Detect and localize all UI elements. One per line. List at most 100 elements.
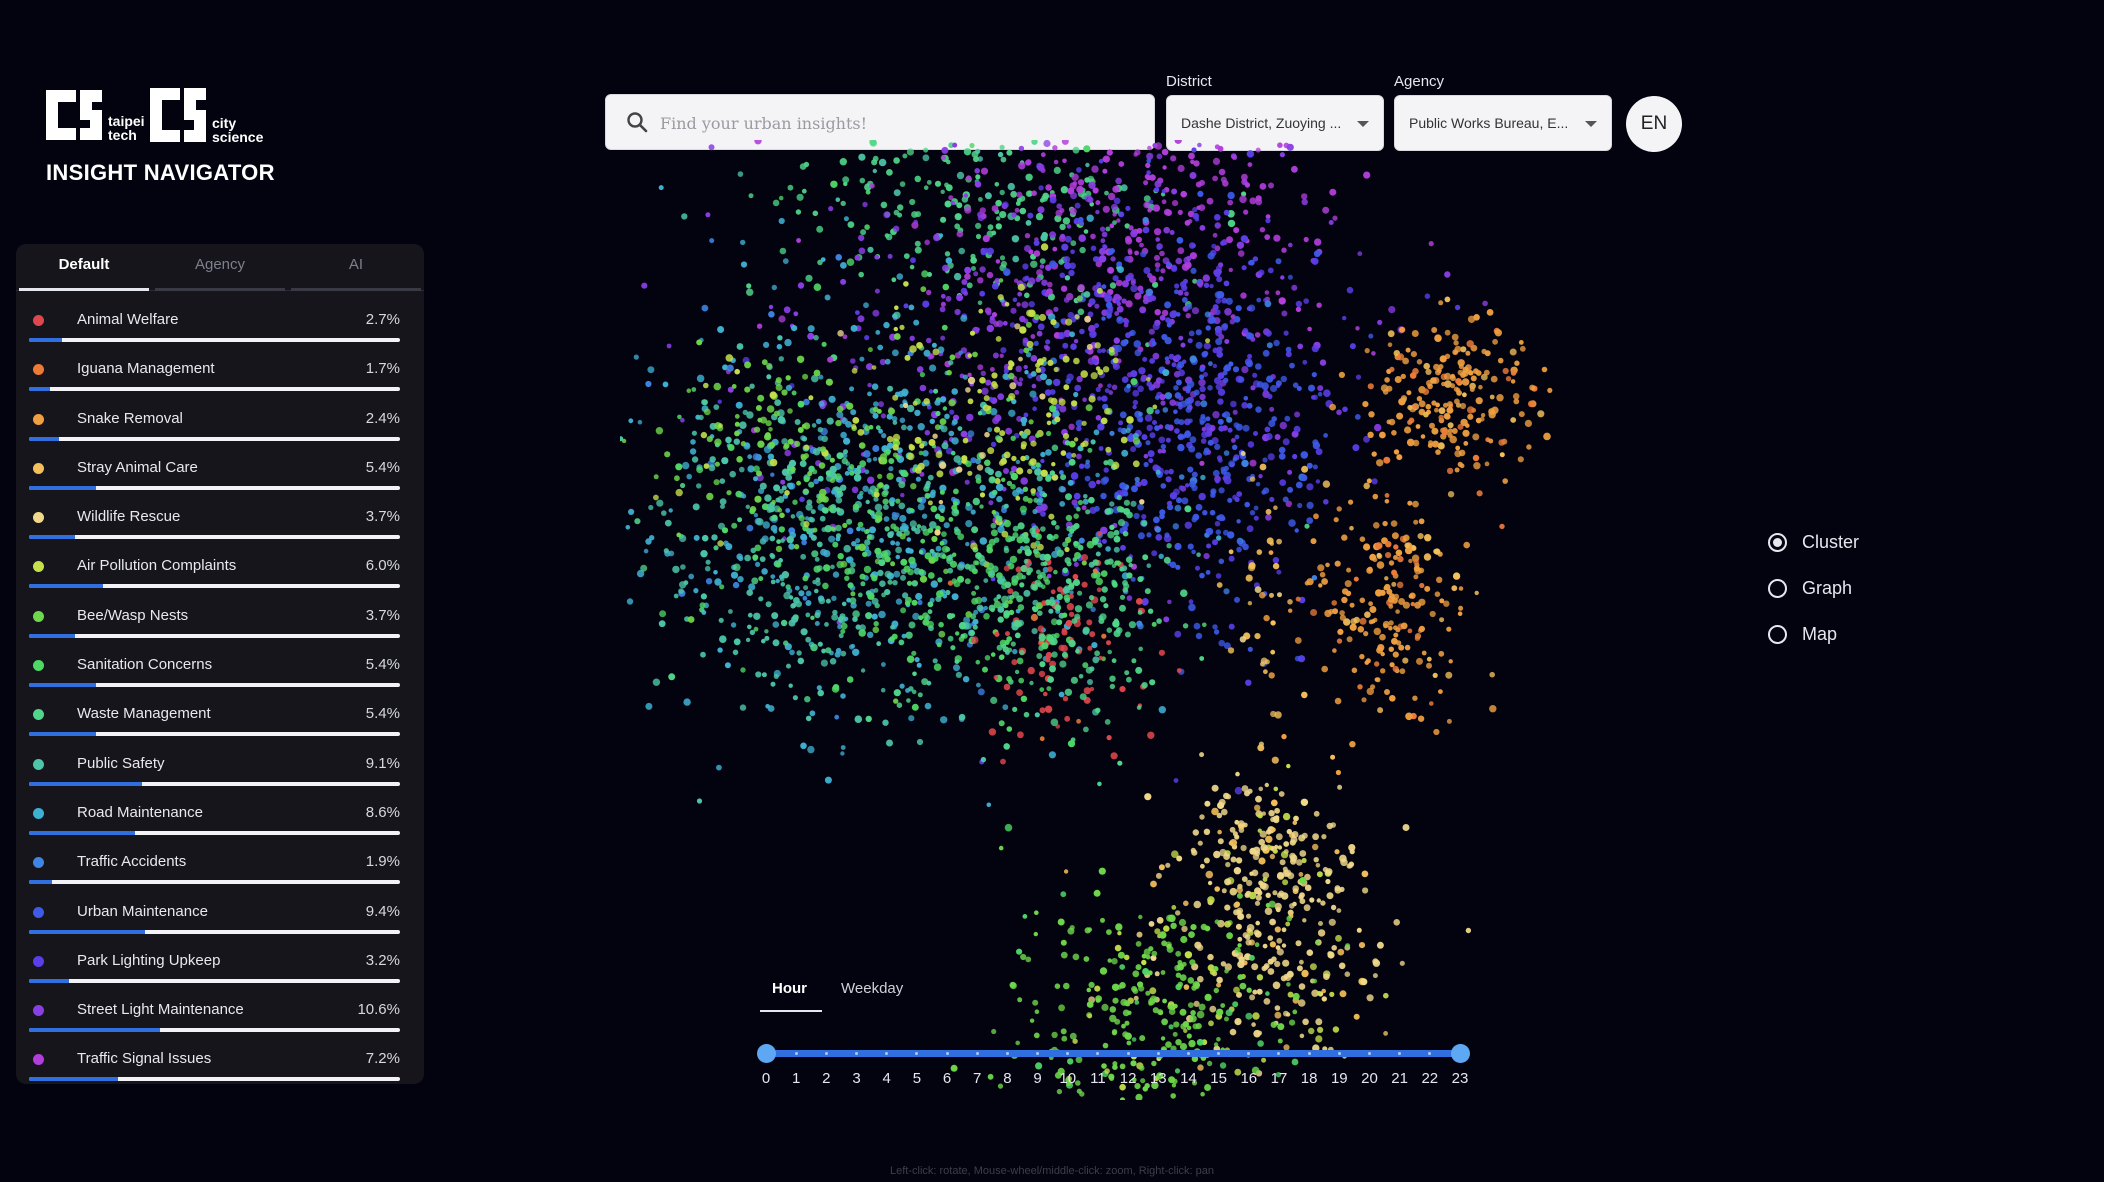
search-box[interactable] <box>605 94 1155 150</box>
cluster-point <box>1499 452 1505 458</box>
category-item[interactable]: Bee/Wasp Nests 3.7% <box>16 596 424 645</box>
cluster-point <box>987 427 993 433</box>
slider-track[interactable] <box>766 1050 1460 1057</box>
cluster-point <box>1007 182 1015 191</box>
category-item[interactable]: Animal Welfare 2.7% <box>16 300 424 349</box>
cluster-point <box>1220 1003 1226 1008</box>
category-item[interactable]: Sanitation Concerns 5.4% <box>16 645 424 694</box>
tab-weekday[interactable]: Weekday <box>841 980 904 997</box>
cluster-point <box>1274 844 1279 850</box>
cluster-point <box>732 581 740 589</box>
cluster-point <box>998 460 1005 466</box>
cluster-point <box>1410 351 1417 358</box>
agency-dropdown[interactable]: Public Works Bureau, E... <box>1394 95 1612 151</box>
cluster-point <box>1227 199 1234 206</box>
cluster-point <box>893 311 901 319</box>
district-dropdown[interactable]: Dashe District, Zuoying ... <box>1166 95 1384 151</box>
slider-start-thumb[interactable] <box>756 1044 776 1063</box>
cluster-point <box>1423 411 1429 418</box>
search-input[interactable] <box>658 107 1132 139</box>
radio-cluster[interactable] <box>1768 533 1787 552</box>
tab-hour[interactable]: Hour <box>772 980 807 997</box>
cluster-point <box>1035 540 1041 546</box>
hour-range-slider[interactable]: 0 1 2 3 4 5 6 7 8 9 10 11 12 13 14 15 16 17 18 19 20 21 22 23 <box>756 1042 1470 1087</box>
cluster-point <box>917 599 923 606</box>
cluster-point <box>1112 220 1117 225</box>
cluster-point <box>1016 689 1023 696</box>
category-item[interactable]: Urban Maintenance 9.4% <box>16 892 424 941</box>
cluster-point <box>1097 531 1103 537</box>
category-item[interactable]: Street Light Maintenance 10.6% <box>16 990 424 1039</box>
cluster-point <box>796 480 801 486</box>
cluster-point <box>1236 519 1241 524</box>
tab-default[interactable]: Default <box>58 256 110 273</box>
cluster-point <box>1109 248 1115 254</box>
cluster-point <box>880 201 888 209</box>
category-item[interactable]: Traffic Accidents 1.9% <box>16 842 424 891</box>
cluster-point <box>1262 872 1270 879</box>
cluster-point <box>1240 292 1247 299</box>
category-percentage: 5.4% <box>365 705 400 723</box>
cluster-point <box>1371 451 1377 457</box>
cluster-point <box>1287 991 1294 998</box>
view-label-graph: Graph <box>1802 578 1853 598</box>
radio-map[interactable] <box>1768 625 1787 644</box>
category-item[interactable]: Snake Removal 2.4% <box>16 399 424 448</box>
cluster-point <box>1146 158 1152 164</box>
category-item[interactable]: Iguana Management 1.7% <box>16 349 424 398</box>
cluster-point <box>1121 298 1127 304</box>
cluster-point <box>1446 718 1452 724</box>
cluster-point <box>1346 286 1354 294</box>
cluster-point <box>745 637 751 643</box>
cluster-point <box>975 478 982 484</box>
category-item[interactable]: Wildlife Rescue 3.7% <box>16 497 424 546</box>
cluster-point <box>931 535 938 543</box>
tab-ai[interactable]: AI <box>348 256 364 273</box>
tab-agency[interactable]: Agency <box>194 256 246 273</box>
cluster-point <box>919 384 927 392</box>
cluster-point <box>982 666 988 673</box>
cluster-point <box>795 600 802 608</box>
slider-end-thumb[interactable] <box>1450 1044 1470 1063</box>
cluster-point <box>1101 348 1106 353</box>
cluster-point <box>1441 428 1448 436</box>
cluster-point <box>1172 200 1179 207</box>
cluster-point <box>1502 478 1508 484</box>
cluster-point <box>1044 292 1050 297</box>
cluster-point <box>769 391 777 399</box>
cluster-point <box>995 435 1001 441</box>
slider-tick <box>915 1052 919 1055</box>
radio-graph[interactable] <box>1768 579 1787 598</box>
category-item[interactable]: Park Lighting Upkeep 3.2% <box>16 941 424 990</box>
cluster-point <box>1315 1035 1323 1043</box>
cluster-point <box>903 281 909 287</box>
cluster-point <box>1154 409 1160 415</box>
slider-tick <box>824 1052 828 1055</box>
category-item[interactable]: Public Safety 9.1% <box>16 744 424 793</box>
language-button[interactable]: EN <box>1626 96 1682 152</box>
cluster-point <box>777 416 786 424</box>
cluster-point <box>972 618 979 625</box>
cluster-point <box>888 466 894 472</box>
cluster-point <box>1174 392 1182 399</box>
category-item[interactable]: Waste Management 5.4% <box>16 694 424 743</box>
category-item[interactable]: Air Pollution Complaints 6.0% <box>16 546 424 595</box>
cluster-point <box>1353 1013 1360 1020</box>
cluster-point <box>1233 316 1241 323</box>
cluster-point <box>1090 439 1096 445</box>
cluster-point <box>1154 425 1160 431</box>
cluster-point <box>1189 1015 1197 1023</box>
cluster-point <box>1373 522 1380 529</box>
cluster-point <box>1363 435 1370 443</box>
cluster-point <box>1061 628 1067 633</box>
cluster-point <box>778 315 786 323</box>
cluster-point <box>1204 1084 1212 1091</box>
cluster-point <box>1244 501 1250 508</box>
cluster-point <box>830 457 835 463</box>
category-item[interactable]: Traffic Signal Issues 7.2% <box>16 1039 424 1084</box>
category-label: Road Maintenance <box>77 803 203 821</box>
cluster-scatter-view[interactable] <box>620 140 1560 1100</box>
category-item[interactable]: Stray Animal Care 5.4% <box>16 448 424 497</box>
category-item[interactable]: Road Maintenance 8.6% <box>16 793 424 842</box>
cluster-point <box>759 482 767 490</box>
